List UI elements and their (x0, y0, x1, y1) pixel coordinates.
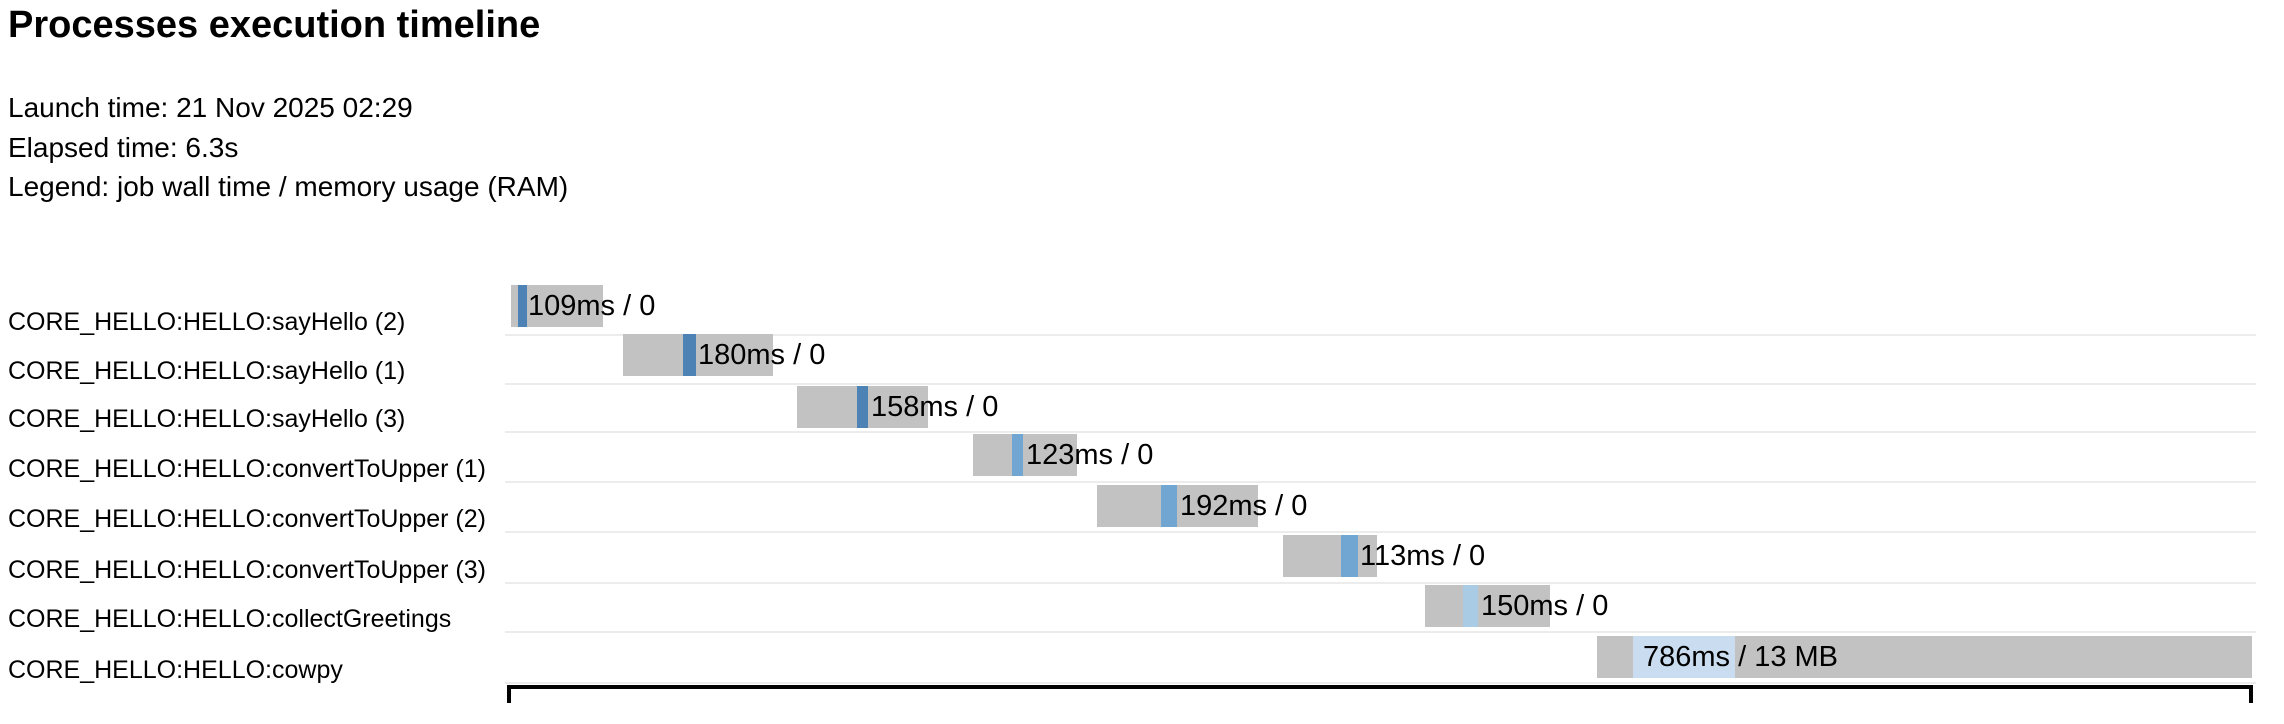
task-run-segment (683, 334, 696, 376)
task-run-segment (1012, 434, 1023, 476)
task-run-segment (518, 285, 527, 327)
task-run-segment (1161, 485, 1177, 527)
task-bar[interactable]: 113ms / 0 (1283, 535, 1485, 577)
process-label: CORE_HELLO:HELLO:cowpy (8, 656, 343, 684)
row-divider (505, 334, 2256, 336)
row-divider (505, 383, 2256, 385)
process-label: CORE_HELLO:HELLO:convertToUpper (2) (8, 505, 486, 533)
task-bar-label: 786ms / 13 MB (1643, 641, 1839, 673)
process-label: CORE_HELLO:HELLO:sayHello (3) (8, 405, 406, 433)
row-divider (505, 431, 2256, 433)
page-title: Processes execution timeline (8, 4, 541, 46)
launch-time-text: Launch time: 21 Nov 2025 02:29 (8, 92, 413, 123)
task-bar-label: 158ms / 0 (871, 391, 999, 423)
task-bar[interactable]: 123ms / 0 (973, 434, 1153, 476)
process-label: CORE_HELLO:HELLO:sayHello (2) (8, 308, 406, 336)
task-run-segment (857, 386, 868, 428)
row-divider (505, 631, 2256, 633)
task-run-segment (1341, 535, 1358, 577)
row-divider (505, 682, 2256, 684)
elapsed-time-text: Elapsed time: 6.3s (8, 131, 239, 163)
task-bar-label: 109ms / 0 (528, 290, 656, 322)
task-bar[interactable]: 180ms / 0 (623, 334, 825, 376)
x-axis (507, 685, 2253, 689)
row-divider (505, 582, 2256, 584)
task-bar-label: 192ms / 0 (1180, 490, 1308, 522)
x-axis-tick (2249, 685, 2253, 703)
task-bar[interactable]: 192ms / 0 (1097, 485, 1307, 527)
task-bar-label: 180ms / 0 (698, 339, 826, 371)
task-run-segment (1463, 585, 1478, 627)
task-bar[interactable]: 150ms / 0 (1425, 585, 1608, 627)
task-run-segment (1633, 636, 1735, 678)
x-axis-tick (507, 685, 511, 703)
report-meta: Launch time: 21 Nov 2025 02:29 Elapsed t… (8, 88, 568, 207)
task-bar-label: 123ms / 0 (1026, 439, 1154, 471)
process-label: CORE_HELLO:HELLO:sayHello (1) (8, 357, 406, 385)
task-bar-label: 150ms / 0 (1481, 590, 1609, 622)
process-label: CORE_HELLO:HELLO:convertToUpper (3) (8, 556, 486, 584)
row-divider (505, 531, 2256, 533)
process-label: CORE_HELLO:HELLO:collectGreetings (8, 605, 452, 633)
task-bar[interactable]: 786ms / 13 MB (1597, 636, 2252, 678)
process-label: CORE_HELLO:HELLO:convertToUpper (1) (8, 455, 486, 483)
task-bar[interactable]: 109ms / 0 (511, 285, 655, 327)
task-bar-label: 113ms / 0 (1360, 540, 1486, 572)
task-bar[interactable]: 158ms / 0 (797, 386, 998, 428)
row-divider (505, 481, 2256, 483)
legend-text: Legend: job wall time / memory usage (RA… (8, 171, 569, 202)
